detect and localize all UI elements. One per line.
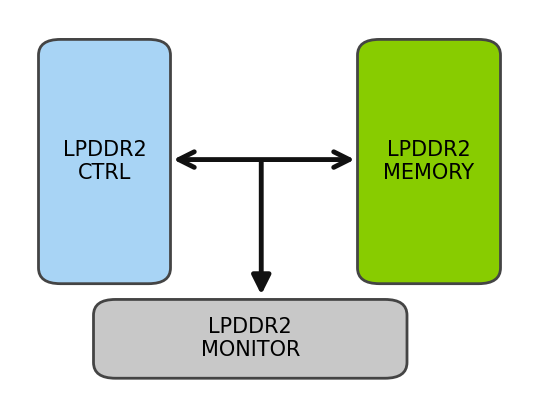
FancyBboxPatch shape [39,39,170,284]
Text: LPDDR2
MEMORY: LPDDR2 MEMORY [383,140,475,183]
Text: LPDDR2
MONITOR: LPDDR2 MONITOR [201,317,300,361]
FancyBboxPatch shape [94,299,407,378]
FancyBboxPatch shape [358,39,500,284]
Text: LPDDR2
CTRL: LPDDR2 CTRL [63,140,146,183]
